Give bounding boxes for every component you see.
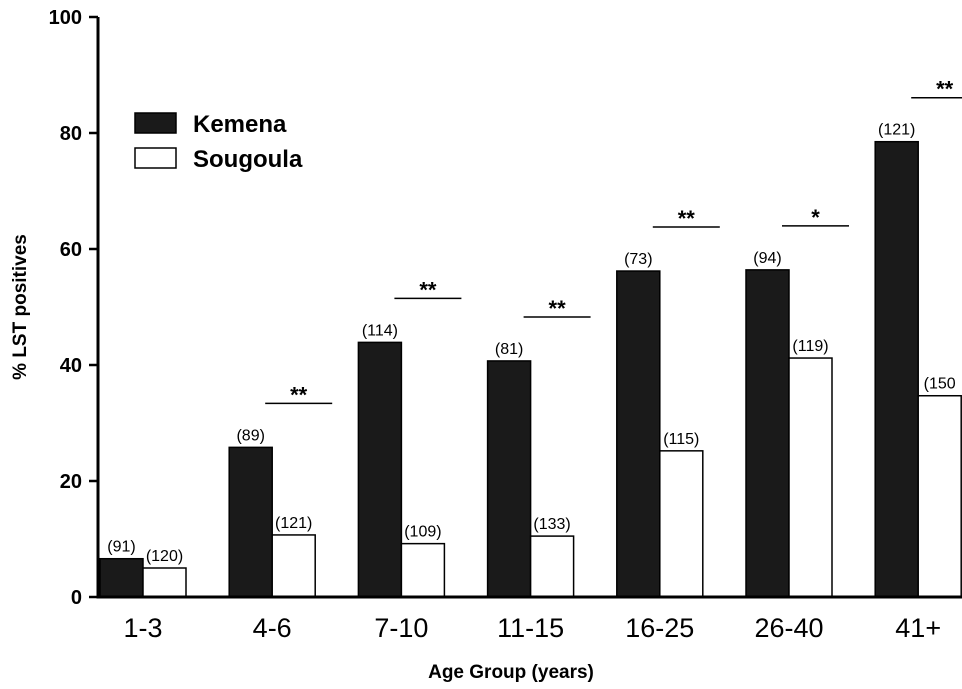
y-tick-label: 0 xyxy=(71,587,82,609)
bar-kemena xyxy=(357,341,403,598)
bar-n-label: (91) xyxy=(107,539,135,556)
y-axis-label: % LST positives xyxy=(10,234,31,380)
significance-marker: * xyxy=(811,205,820,230)
bar-sougoula xyxy=(271,534,316,598)
bar-n-label: (150 xyxy=(924,376,956,393)
labels-layer: (91) (120) (89) (121) ** (114) (109) ** (81) (133… xyxy=(107,77,962,565)
x-ticks: 1-3 4-6 7-10 11-15 16-25 26-40 41+ xyxy=(123,613,941,643)
legend-label-sougoula: Sougoula xyxy=(193,146,303,173)
bar-n-label: (109) xyxy=(404,524,441,541)
bar-sougoula xyxy=(788,357,833,598)
bar-sougoula xyxy=(142,567,187,598)
bar-n-label: (73) xyxy=(624,251,652,268)
legend-swatch-kemena xyxy=(134,112,177,134)
bar-sougoula xyxy=(529,535,575,598)
y-tick-label: 100 xyxy=(49,7,82,29)
significance-marker: ** xyxy=(290,382,308,407)
bar-kemena xyxy=(745,269,790,598)
bar-kemena xyxy=(99,557,144,598)
bar-kemena xyxy=(616,270,661,598)
y-ticks: 0 20 40 60 80 100 xyxy=(49,7,98,609)
bar-n-label: (120) xyxy=(146,548,183,565)
x-tick-label: 26-40 xyxy=(754,613,823,643)
y-tick-label: 80 xyxy=(60,123,82,145)
x-tick-label: 16-25 xyxy=(625,613,694,643)
significance-marker: ** xyxy=(419,277,437,302)
x-axis-label: Age Group (years) xyxy=(428,662,594,683)
significance-marker: ** xyxy=(936,77,954,102)
bar-kemena xyxy=(228,446,273,598)
y-tick-label: 20 xyxy=(60,471,82,493)
x-tick-label: 4-6 xyxy=(253,613,292,643)
x-tick-label: 1-3 xyxy=(123,613,162,643)
bar-n-label: (121) xyxy=(878,122,915,139)
y-tick-label: 40 xyxy=(60,355,82,377)
x-tick-label: 7-10 xyxy=(374,613,428,643)
bars-layer xyxy=(99,140,962,598)
bar-sougoula xyxy=(917,394,962,598)
x-tick-label: 11-15 xyxy=(497,613,564,643)
bar-n-label: (121) xyxy=(275,515,312,532)
legend: Kemena Sougoula xyxy=(134,111,303,173)
bar-n-label: (94) xyxy=(753,250,781,267)
bar-sougoula xyxy=(659,450,704,598)
bar-n-label: (133) xyxy=(533,516,570,533)
legend-label-kemena: Kemena xyxy=(193,111,287,138)
bar-n-label: (119) xyxy=(792,338,828,355)
significance-marker: ** xyxy=(549,296,567,321)
bar-n-label: (115) xyxy=(663,431,699,448)
bar-sougoula xyxy=(400,542,446,598)
legend-swatch-sougoula xyxy=(134,147,177,169)
bar-n-label: (81) xyxy=(495,341,523,358)
bar-n-label: (114) xyxy=(362,322,398,339)
bar-kemena xyxy=(486,360,532,598)
bar-n-label: (89) xyxy=(236,427,264,444)
y-tick-label: 60 xyxy=(60,239,82,261)
bar-kemena xyxy=(874,140,919,598)
significance-marker: ** xyxy=(678,206,696,231)
x-tick-label: 41+ xyxy=(895,613,941,643)
